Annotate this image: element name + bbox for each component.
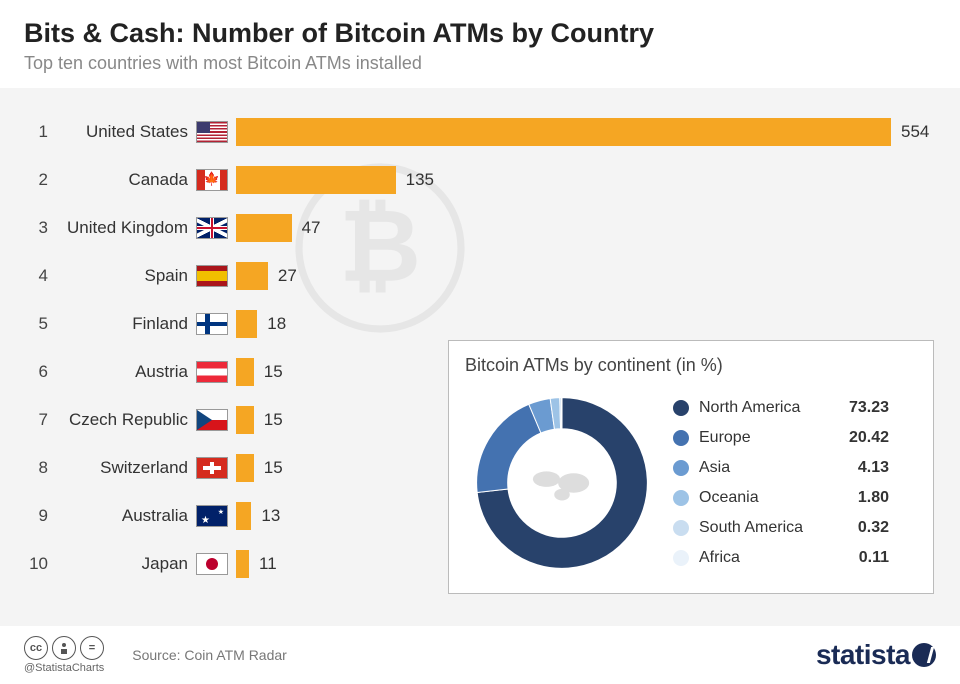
legend-row: North America73.23 — [673, 393, 889, 423]
donut-panel: Bitcoin ATMs by continent (in %) North A… — [448, 340, 934, 594]
rank: 3 — [24, 218, 48, 238]
cc-icon: cc — [24, 636, 48, 660]
cc-nd-icon: = — [80, 636, 104, 660]
donut-legend: North America73.23Europe20.42Asia4.13Oce… — [673, 393, 889, 573]
footer-handle: @StatistaCharts — [24, 662, 104, 674]
header: Bits & Cash: Number of Bitcoin ATMs by C… — [0, 0, 960, 88]
flag-icon — [196, 361, 228, 383]
rank: 6 — [24, 362, 48, 382]
bar-value: 18 — [267, 314, 286, 334]
legend-row: Africa0.11 — [673, 543, 889, 573]
donut-title: Bitcoin ATMs by continent (in %) — [465, 355, 917, 376]
bar — [236, 214, 292, 242]
country-label: Japan — [48, 554, 196, 574]
footer: cc = @StatistaCharts Source: Coin ATM Ra… — [0, 626, 960, 684]
rank: 10 — [24, 554, 48, 574]
bar-value: 13 — [261, 506, 280, 526]
country-label: United Kingdom — [48, 218, 196, 238]
flag-icon — [196, 313, 228, 335]
donut-segment — [561, 398, 562, 429]
world-map-icon — [533, 471, 589, 500]
statista-logo: statista — [816, 639, 936, 671]
rank: 1 — [24, 122, 48, 142]
bar-value: 27 — [278, 266, 297, 286]
rank: 5 — [24, 314, 48, 334]
bar-value: 15 — [264, 458, 283, 478]
country-label: United States — [48, 122, 196, 142]
flag-icon — [196, 265, 228, 287]
bar-row: 1United States 554 — [24, 108, 936, 156]
flag-icon — [196, 217, 228, 239]
legend-label: North America — [699, 399, 835, 417]
rank: 4 — [24, 266, 48, 286]
legend-row: South America0.32 — [673, 513, 889, 543]
flag-icon — [196, 169, 228, 191]
legend-value: 0.32 — [835, 519, 889, 537]
legend-row: Asia4.13 — [673, 453, 889, 483]
bar-row: 3United Kingdom 47 — [24, 204, 936, 252]
country-label: Czech Republic — [48, 410, 196, 430]
legend-value: 73.23 — [835, 399, 889, 417]
bar — [236, 406, 254, 434]
flag-icon — [196, 553, 228, 575]
flag-icon — [196, 505, 228, 527]
legend-row: Europe20.42 — [673, 423, 889, 453]
bar — [236, 454, 254, 482]
legend-swatch — [673, 460, 689, 476]
legend-value: 1.80 — [835, 489, 889, 507]
bar — [236, 166, 396, 194]
legend-swatch — [673, 550, 689, 566]
legend-swatch — [673, 490, 689, 506]
legend-label: South America — [699, 519, 835, 537]
bar-value: 15 — [264, 362, 283, 382]
legend-swatch — [673, 430, 689, 446]
legend-value: 0.11 — [835, 549, 889, 567]
country-label: Finland — [48, 314, 196, 334]
bar-row: 2Canada 135 — [24, 156, 936, 204]
rank: 2 — [24, 170, 48, 190]
country-label: Canada — [48, 170, 196, 190]
bar-row: 4Spain 27 — [24, 252, 936, 300]
flag-icon — [196, 457, 228, 479]
country-label: Austria — [48, 362, 196, 382]
donut-segment — [477, 404, 541, 492]
country-label: Australia — [48, 506, 196, 526]
page-title: Bits & Cash: Number of Bitcoin ATMs by C… — [24, 18, 936, 49]
legend-row: Oceania1.80 — [673, 483, 889, 513]
bar-value: 11 — [259, 554, 277, 574]
cc-license-icons: cc = — [24, 636, 104, 660]
rank: 8 — [24, 458, 48, 478]
rank: 7 — [24, 410, 48, 430]
legend-value: 20.42 — [835, 429, 889, 447]
bar — [236, 118, 891, 146]
bar — [236, 262, 268, 290]
chart-area: ₿ 1United States5542Canada1353United Kin… — [0, 88, 960, 588]
legend-value: 4.13 — [835, 459, 889, 477]
bar — [236, 358, 254, 386]
legend-swatch — [673, 520, 689, 536]
bar-value: 135 — [406, 170, 434, 190]
bar — [236, 310, 257, 338]
cc-by-icon — [52, 636, 76, 660]
legend-swatch — [673, 400, 689, 416]
country-label: Spain — [48, 266, 196, 286]
legend-label: Europe — [699, 429, 835, 447]
legend-label: Oceania — [699, 489, 835, 507]
donut-chart — [465, 386, 659, 580]
flag-icon — [196, 409, 228, 431]
footer-source: Source: Coin ATM Radar — [132, 647, 287, 663]
bar — [236, 550, 249, 578]
legend-label: Asia — [699, 459, 835, 477]
rank: 9 — [24, 506, 48, 526]
bar-value: 47 — [302, 218, 321, 238]
bar — [236, 502, 251, 530]
page-subtitle: Top ten countries with most Bitcoin ATMs… — [24, 53, 936, 74]
bar-value: 554 — [901, 122, 929, 142]
legend-label: Africa — [699, 549, 835, 567]
country-label: Switzerland — [48, 458, 196, 478]
flag-icon — [196, 121, 228, 143]
bar-value: 15 — [264, 410, 283, 430]
